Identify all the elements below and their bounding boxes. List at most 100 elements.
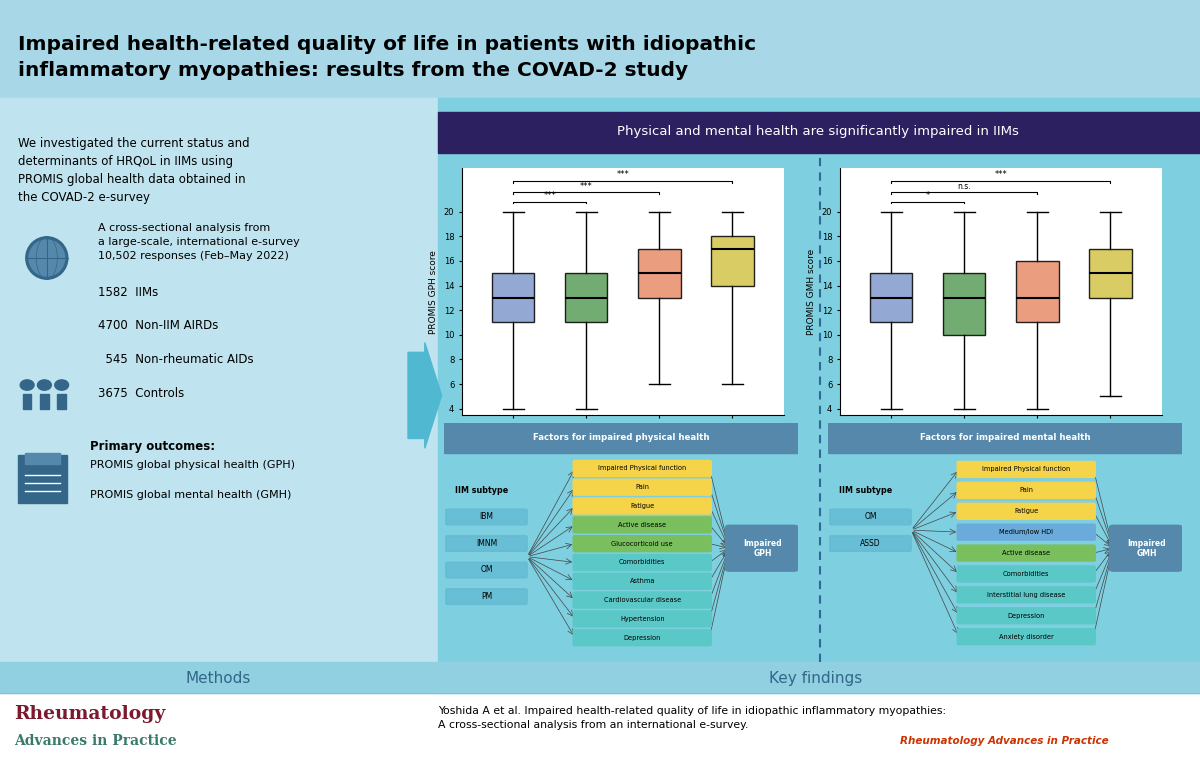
Text: 1582  IIMs: 1582 IIMs — [98, 286, 158, 299]
Text: Physical and mental health are significantly impaired in IIMs: Physical and mental health are significa… — [618, 125, 1019, 138]
Text: OM: OM — [864, 512, 877, 521]
Text: Impaired
GMH: Impaired GMH — [1127, 539, 1166, 558]
FancyArrow shape — [23, 394, 31, 409]
FancyArrow shape — [58, 394, 66, 409]
Text: Pain: Pain — [635, 484, 649, 490]
Text: Impaired Physical function: Impaired Physical function — [982, 467, 1070, 472]
Text: ***: *** — [617, 171, 629, 179]
Text: IIM subtype: IIM subtype — [839, 485, 892, 495]
PathPatch shape — [870, 273, 912, 323]
Text: Interstitial lung disease: Interstitial lung disease — [988, 592, 1066, 598]
Text: Asthma: Asthma — [630, 579, 655, 584]
FancyBboxPatch shape — [574, 517, 712, 532]
Text: Primary outcomes:: Primary outcomes: — [90, 440, 215, 453]
Text: Yoshida A et al. Impaired health-related quality of life in idiopathic inflammat: Yoshida A et al. Impaired health-related… — [438, 706, 946, 731]
Circle shape — [55, 380, 68, 390]
FancyBboxPatch shape — [958, 524, 1096, 540]
Bar — [828, 423, 1182, 453]
FancyBboxPatch shape — [958, 482, 1096, 498]
Text: ASSD: ASSD — [860, 539, 881, 548]
PathPatch shape — [943, 273, 985, 335]
PathPatch shape — [638, 248, 680, 298]
Bar — [0, 693, 1200, 783]
Text: IBM: IBM — [480, 512, 493, 521]
Text: Depression: Depression — [624, 635, 661, 640]
Text: PM: PM — [481, 592, 492, 601]
FancyArrow shape — [40, 394, 49, 409]
FancyBboxPatch shape — [445, 589, 527, 604]
Text: Hypertension: Hypertension — [620, 616, 665, 622]
Text: Medium/low HDI: Medium/low HDI — [1000, 529, 1054, 535]
PathPatch shape — [492, 273, 534, 323]
FancyBboxPatch shape — [445, 509, 527, 525]
Y-axis label: PROMIS GPH score: PROMIS GPH score — [430, 250, 438, 334]
Circle shape — [37, 380, 52, 390]
Text: Advances in Practice: Advances in Practice — [14, 734, 178, 749]
Bar — [18, 456, 67, 503]
Text: Methods: Methods — [186, 670, 251, 686]
Circle shape — [25, 236, 67, 280]
FancyBboxPatch shape — [574, 592, 712, 608]
FancyBboxPatch shape — [574, 554, 712, 570]
PathPatch shape — [565, 273, 607, 323]
FancyBboxPatch shape — [958, 461, 1096, 478]
FancyBboxPatch shape — [958, 545, 1096, 561]
Text: ***: *** — [544, 191, 556, 200]
Text: Rheumatology Advances in Practice: Rheumatology Advances in Practice — [900, 736, 1109, 746]
FancyBboxPatch shape — [829, 509, 911, 525]
Text: We investigated the current status and
determinants of HRQoL in IIMs using
PROMI: We investigated the current status and d… — [18, 137, 250, 204]
Bar — [0, 662, 1200, 693]
Text: *: * — [925, 191, 930, 200]
FancyBboxPatch shape — [574, 479, 712, 495]
Text: Glucocorticoid use: Glucocorticoid use — [612, 540, 673, 547]
Text: OM: OM — [480, 565, 493, 575]
Text: IMNM: IMNM — [476, 539, 497, 548]
Bar — [438, 112, 1200, 153]
Text: 3675  Controls: 3675 Controls — [98, 387, 185, 400]
Text: Factors for impaired mental health: Factors for impaired mental health — [919, 433, 1091, 442]
Text: Depression: Depression — [1008, 613, 1045, 619]
Text: Active disease: Active disease — [618, 521, 666, 528]
Bar — [0, 98, 438, 693]
FancyBboxPatch shape — [445, 562, 527, 578]
Text: PROMIS global mental health (GMH): PROMIS global mental health (GMH) — [90, 490, 292, 500]
FancyBboxPatch shape — [574, 498, 712, 514]
FancyArrow shape — [408, 343, 442, 448]
Text: Impaired Physical function: Impaired Physical function — [598, 465, 686, 471]
Text: Rheumatology: Rheumatology — [14, 705, 166, 723]
Text: Comorbidities: Comorbidities — [619, 560, 666, 565]
FancyBboxPatch shape — [445, 536, 527, 551]
Text: Fatigue: Fatigue — [1014, 508, 1038, 514]
Bar — [438, 98, 1200, 693]
Text: IIM subtype: IIM subtype — [455, 485, 508, 495]
FancyBboxPatch shape — [958, 566, 1096, 582]
FancyBboxPatch shape — [574, 460, 712, 476]
Text: Pain: Pain — [1019, 487, 1033, 493]
FancyBboxPatch shape — [1110, 525, 1182, 571]
FancyBboxPatch shape — [574, 630, 712, 646]
FancyBboxPatch shape — [958, 629, 1096, 644]
PathPatch shape — [1090, 248, 1132, 298]
Text: Fatigue: Fatigue — [630, 503, 654, 509]
Text: ***: *** — [580, 182, 593, 190]
Text: Factors for impaired physical health: Factors for impaired physical health — [533, 433, 709, 442]
Text: A cross-sectional analysis from
a large-scale, international e-survey
10,502 res: A cross-sectional analysis from a large-… — [98, 223, 300, 262]
Text: Cardiovascular disease: Cardiovascular disease — [604, 597, 680, 603]
FancyBboxPatch shape — [574, 573, 712, 590]
Y-axis label: PROMIS GMH score: PROMIS GMH score — [808, 248, 816, 335]
PathPatch shape — [712, 236, 754, 286]
FancyBboxPatch shape — [958, 587, 1096, 603]
Text: Key findings: Key findings — [769, 670, 863, 686]
Bar — [25, 453, 60, 464]
Text: n.s.: n.s. — [958, 182, 971, 190]
FancyBboxPatch shape — [958, 503, 1096, 519]
Text: 545  Non-rheumatic AIDs: 545 Non-rheumatic AIDs — [98, 353, 254, 366]
Text: PROMIS global physical health (GPH): PROMIS global physical health (GPH) — [90, 460, 295, 471]
Text: Impaired health-related quality of life in patients with idiopathic
inflammatory: Impaired health-related quality of life … — [18, 35, 756, 80]
Circle shape — [29, 240, 65, 276]
FancyBboxPatch shape — [829, 536, 911, 551]
Bar — [444, 423, 798, 453]
FancyBboxPatch shape — [574, 611, 712, 627]
Text: Active disease: Active disease — [1002, 550, 1050, 556]
Circle shape — [20, 380, 34, 390]
